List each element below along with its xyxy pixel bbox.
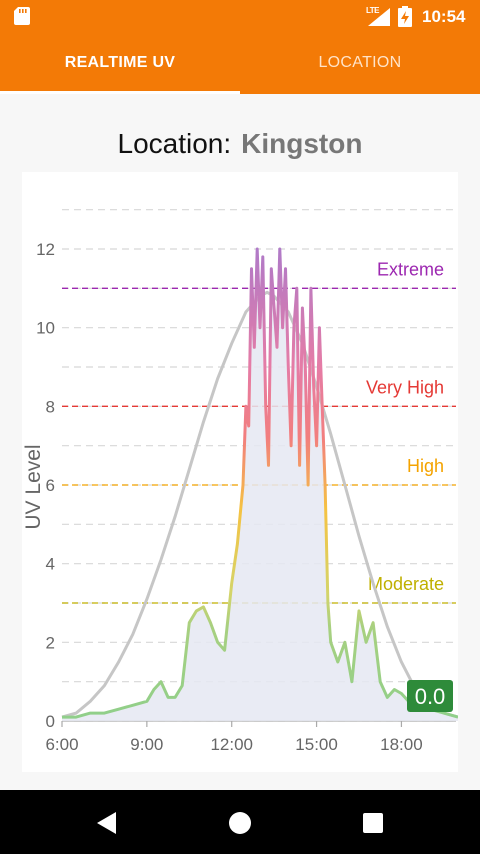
sd-card-icon bbox=[14, 7, 30, 25]
measured-uv-line bbox=[62, 247, 459, 719]
network-type: LTE bbox=[366, 6, 380, 15]
recents-icon[interactable] bbox=[358, 808, 388, 838]
threshold-label: Moderate bbox=[368, 574, 444, 594]
signal-icon bbox=[368, 8, 390, 26]
uv-chart: Extreme Very High High Moderate 0 2 4 6 8 10 12 6… bbox=[22, 209, 459, 754]
y-axis-label: UV Level bbox=[22, 444, 45, 529]
x-tick-label: 12:00 bbox=[210, 735, 253, 754]
status-bar: LTE 10:54 bbox=[0, 0, 480, 32]
tab-label: REALTIME UV bbox=[64, 54, 176, 71]
tab-location[interactable]: LOCATION bbox=[240, 32, 480, 94]
y-tick-label: 8 bbox=[46, 397, 55, 416]
battery-charging-icon bbox=[398, 6, 412, 27]
location-heading: Location: Kingston bbox=[0, 128, 480, 160]
current-value: 0.0 bbox=[415, 684, 446, 709]
back-icon[interactable] bbox=[92, 808, 122, 838]
y-tick-label: 12 bbox=[36, 240, 55, 259]
x-tick-label: 18:00 bbox=[380, 735, 423, 754]
y-tick-label: 0 bbox=[46, 712, 55, 731]
uv-chart-card: Extreme Very High High Moderate 0 2 4 6 8 10 12 6… bbox=[22, 172, 459, 772]
y-tick-label: 10 bbox=[36, 319, 55, 338]
system-nav-bar bbox=[0, 790, 480, 854]
location-value: Kingston bbox=[241, 128, 363, 159]
x-tick-label: 9:00 bbox=[130, 735, 163, 754]
clock: 10:54 bbox=[422, 7, 466, 26]
tab-realtime-uv[interactable]: REALTIME UV bbox=[0, 32, 240, 94]
y-tick-label: 2 bbox=[46, 633, 55, 652]
threshold-label: Very High bbox=[366, 377, 444, 397]
threshold-label: High bbox=[407, 456, 444, 476]
current-value-badge: 0.0 bbox=[407, 680, 453, 712]
x-tick-label: 15:00 bbox=[295, 735, 338, 754]
tab-bar: REALTIME UV LOCATION bbox=[0, 32, 480, 94]
active-tab-indicator bbox=[0, 91, 240, 94]
home-icon[interactable] bbox=[225, 808, 255, 838]
location-label: Location: bbox=[117, 128, 232, 159]
y-tick-label: 4 bbox=[46, 555, 55, 574]
threshold-label: Extreme bbox=[377, 259, 444, 279]
measured-uv-area bbox=[62, 249, 458, 721]
tab-label: LOCATION bbox=[318, 54, 402, 71]
y-tick-label: 6 bbox=[46, 476, 55, 495]
x-tick-label: 6:00 bbox=[45, 735, 78, 754]
